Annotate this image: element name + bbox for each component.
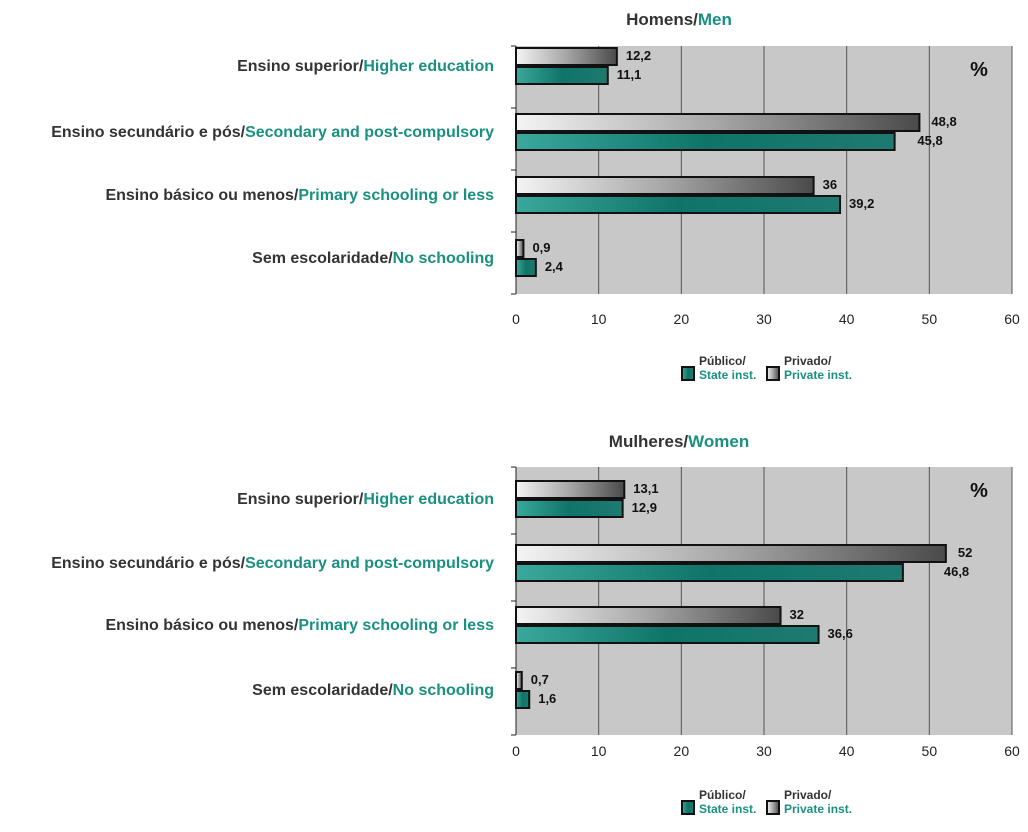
x-tick-label: 30 xyxy=(756,743,772,759)
category-label: Ensino superior/Higher education xyxy=(237,58,494,75)
x-tick-label: 60 xyxy=(1004,311,1020,327)
legend-label-private-en: Private inst. xyxy=(784,802,852,816)
value-label-state: 11,1 xyxy=(617,67,642,82)
x-tick-label: 40 xyxy=(839,311,855,327)
bar-private xyxy=(516,672,522,689)
category-label: Sem escolaridade/No schooling xyxy=(252,682,494,699)
category-label: Ensino secundário e pós/Secondary and po… xyxy=(51,124,494,141)
legend: Público/State inst. Privado/Private inst. xyxy=(682,788,852,816)
legend-label-private-en: Private inst. xyxy=(784,368,852,382)
legend-swatch-state xyxy=(682,367,694,380)
value-label-state: 45,8 xyxy=(917,133,942,148)
bar-private xyxy=(516,177,814,194)
value-label-private: 48,8 xyxy=(931,114,956,129)
value-label-state: 12,9 xyxy=(632,500,657,515)
legend-swatch-private xyxy=(767,367,779,380)
bar-private xyxy=(516,114,919,131)
chart-title: Mulheres/Women xyxy=(609,432,749,451)
x-tick-label: 30 xyxy=(756,311,772,327)
legend-label-state-pt: Público/ xyxy=(699,788,746,802)
legend-label-state-pt: Público/ xyxy=(699,354,746,368)
value-label-private: 13,1 xyxy=(633,481,658,496)
bar-private xyxy=(516,545,946,562)
value-label-state: 39,2 xyxy=(849,196,874,211)
legend: Público/State inst. Privado/Private inst. xyxy=(682,354,852,382)
bar-private xyxy=(516,240,523,257)
value-label-private: 12,2 xyxy=(626,48,651,63)
bar-state xyxy=(516,691,529,708)
value-label-private: 36 xyxy=(823,177,837,192)
value-label-private: 0,9 xyxy=(532,240,550,255)
legend-swatch-private xyxy=(767,801,779,814)
x-tick-label: 0 xyxy=(512,743,520,759)
chart-panel-women: Mulheres/Women 0 10 20 30 40 50 60% Ensino super… xyxy=(51,432,1020,816)
bar-state xyxy=(516,67,608,84)
x-tick-label: 40 xyxy=(839,743,855,759)
x-tick-label: 20 xyxy=(674,311,690,327)
bar-private xyxy=(516,48,617,65)
value-label-state: 2,4 xyxy=(545,259,564,274)
bar-private xyxy=(516,481,624,498)
x-tick-label: 10 xyxy=(591,311,607,327)
chart-title: Homens/Men xyxy=(626,10,732,29)
unit-label: % xyxy=(970,59,988,81)
chart-panel-men: Homens/Men 0 10 20 30 40 50 60% Ensino superior/… xyxy=(51,10,1020,382)
legend-label-state-en: State inst. xyxy=(699,368,756,382)
category-label: Sem escolaridade/No schooling xyxy=(252,250,494,267)
bar-state xyxy=(516,626,819,643)
x-tick-label: 10 xyxy=(591,743,607,759)
bar-state xyxy=(516,500,623,517)
bar-private xyxy=(516,607,781,624)
unit-label: % xyxy=(970,480,988,502)
value-label-state: 1,6 xyxy=(538,691,556,706)
value-label-private: 32 xyxy=(790,607,804,622)
x-tick-label: 0 xyxy=(512,311,520,327)
x-tick-label: 60 xyxy=(1004,743,1020,759)
category-label: Ensino básico ou menos/Primary schooling… xyxy=(105,617,494,634)
x-tick-label: 20 xyxy=(674,743,690,759)
bar-state xyxy=(516,564,903,581)
legend-label-private-pt: Privado/ xyxy=(784,354,832,368)
category-label: Ensino básico ou menos/Primary schooling… xyxy=(105,187,494,204)
value-label-private: 52 xyxy=(958,545,972,560)
legend-swatch-state xyxy=(682,801,694,814)
value-label-state: 46,8 xyxy=(944,564,969,579)
category-label: Ensino superior/Higher education xyxy=(237,491,494,508)
x-tick-label: 50 xyxy=(922,311,938,327)
value-label-private: 0,7 xyxy=(531,672,549,687)
value-label-state: 36,6 xyxy=(828,626,853,641)
bar-state xyxy=(516,259,536,276)
legend-label-private-pt: Privado/ xyxy=(784,788,832,802)
x-tick-label: 50 xyxy=(922,743,938,759)
bar-state xyxy=(516,196,840,213)
legend-label-state-en: State inst. xyxy=(699,802,756,816)
bar-state xyxy=(516,133,895,150)
category-label: Ensino secundário e pós/Secondary and po… xyxy=(51,555,494,572)
